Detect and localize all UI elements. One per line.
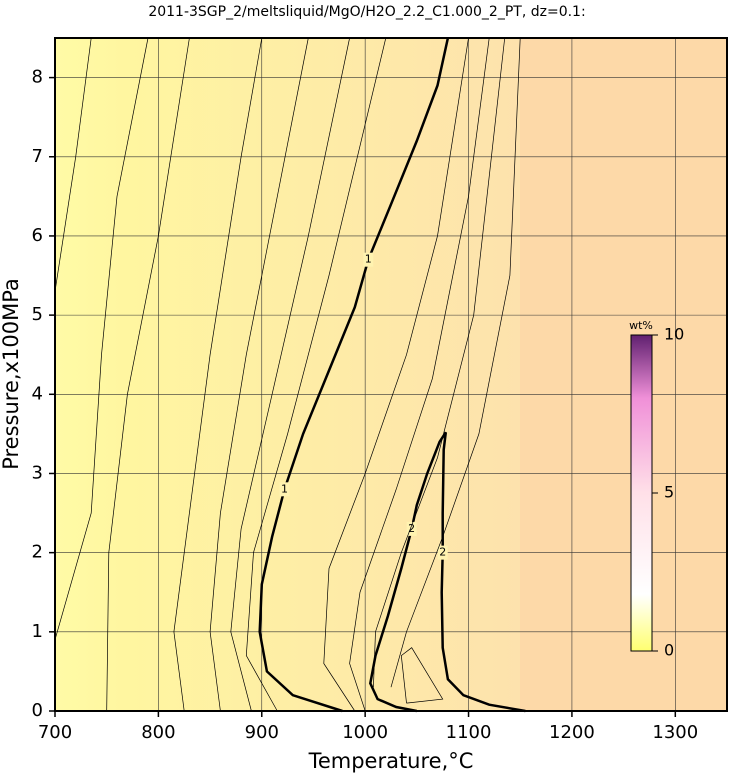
- contour-line-bold: [368, 431, 526, 713]
- contour-label: 2: [408, 522, 415, 535]
- contour-line: [349, 37, 490, 712]
- y-tick-label: 6: [32, 225, 43, 246]
- contour-line: [209, 37, 309, 712]
- contour-label-bg: [437, 545, 448, 560]
- contour-label-bg: [279, 482, 290, 497]
- y-tick-label: 7: [32, 146, 43, 167]
- contour-label: 2: [439, 546, 446, 559]
- y-tick-label: 2: [32, 542, 43, 563]
- y-tick-label: 0: [32, 700, 43, 721]
- colorbar-tick-label: 0: [664, 641, 674, 660]
- contour-line: [54, 37, 92, 292]
- x-tick-label: 800: [141, 722, 175, 743]
- contour-label-bg: [363, 252, 374, 267]
- x-tick-label: 1000: [342, 722, 388, 743]
- x-tick-label: 1200: [549, 722, 595, 743]
- contour-line: [230, 37, 350, 712]
- contour-line: [400, 647, 444, 704]
- x-axis-label: Temperature,°C: [308, 749, 474, 773]
- colorbar-tick-label: 10: [664, 325, 684, 344]
- colorbar: [630, 334, 653, 652]
- contour-line: [323, 37, 469, 712]
- x-tick-label: 700: [38, 722, 72, 743]
- plot-background: [55, 38, 522, 711]
- plot-frame: [54, 37, 728, 712]
- contour-line: [106, 37, 190, 712]
- contour-line-bold: [258, 37, 450, 713]
- contour-line: [245, 37, 387, 712]
- contour-line: [173, 37, 263, 712]
- plot-background-right: [520, 38, 727, 711]
- y-axis-label: Pressure,x100MPa: [0, 278, 23, 470]
- contour-label: 1: [281, 482, 288, 495]
- contour-label-bg: [406, 521, 417, 536]
- colorbar-label: wt%: [629, 319, 653, 332]
- contour-line: [373, 37, 506, 688]
- contour-line: [54, 37, 149, 640]
- y-tick-label: 8: [32, 67, 43, 88]
- x-tick-label: 900: [245, 722, 279, 743]
- contour-line: [390, 37, 521, 688]
- y-tick-label: 5: [32, 304, 43, 325]
- x-tick-label: 1300: [652, 722, 698, 743]
- contour-label: 1: [365, 253, 372, 266]
- y-tick-label: 1: [32, 621, 43, 642]
- chart-title: 2011-3SGP_2/meltsliquid/MgO/H2O_2.2_C1.0…: [148, 4, 585, 20]
- x-tick-label: 1100: [446, 722, 492, 743]
- colorbar-tick-label: 5: [664, 483, 674, 502]
- y-tick-label: 3: [32, 462, 43, 483]
- y-tick-label: 4: [32, 383, 43, 404]
